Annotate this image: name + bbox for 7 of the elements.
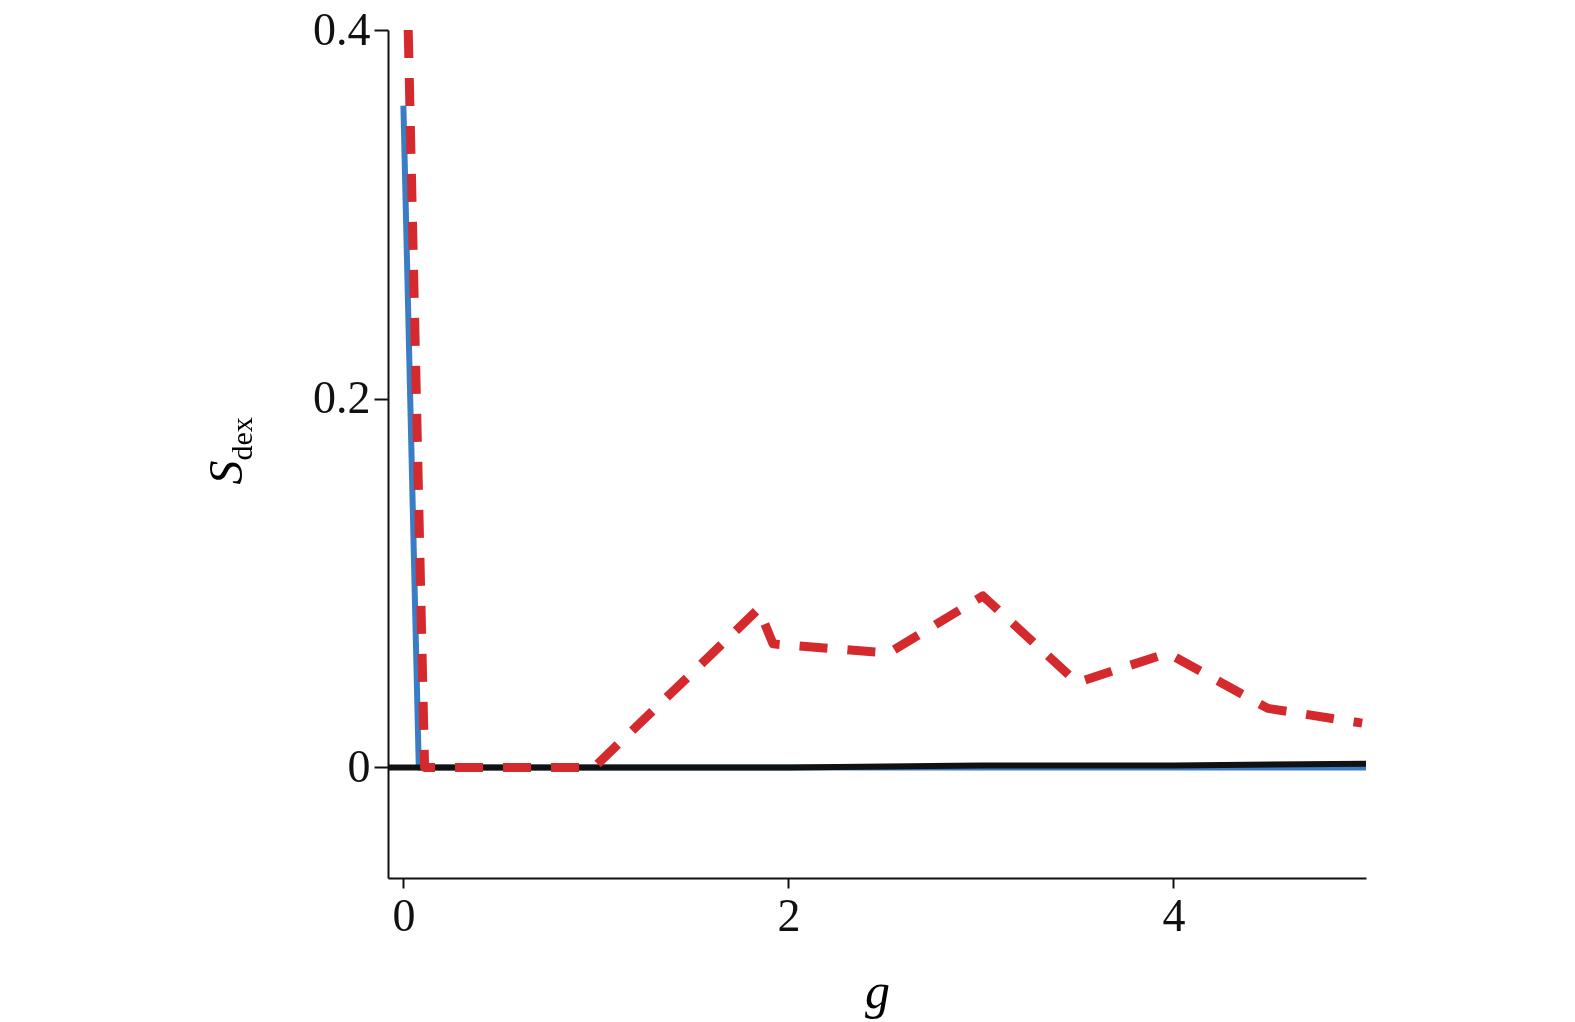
x-tick-label: 2 (777, 889, 801, 941)
y-tick-label: 0 (347, 740, 371, 792)
x-tick-label: 0 (392, 889, 416, 941)
y-tick-label: 0.2 (313, 372, 371, 424)
x-axis-title: g (865, 962, 890, 1019)
y-tick-label: 0.4 (313, 3, 371, 55)
x-tick-label: 4 (1162, 889, 1186, 941)
